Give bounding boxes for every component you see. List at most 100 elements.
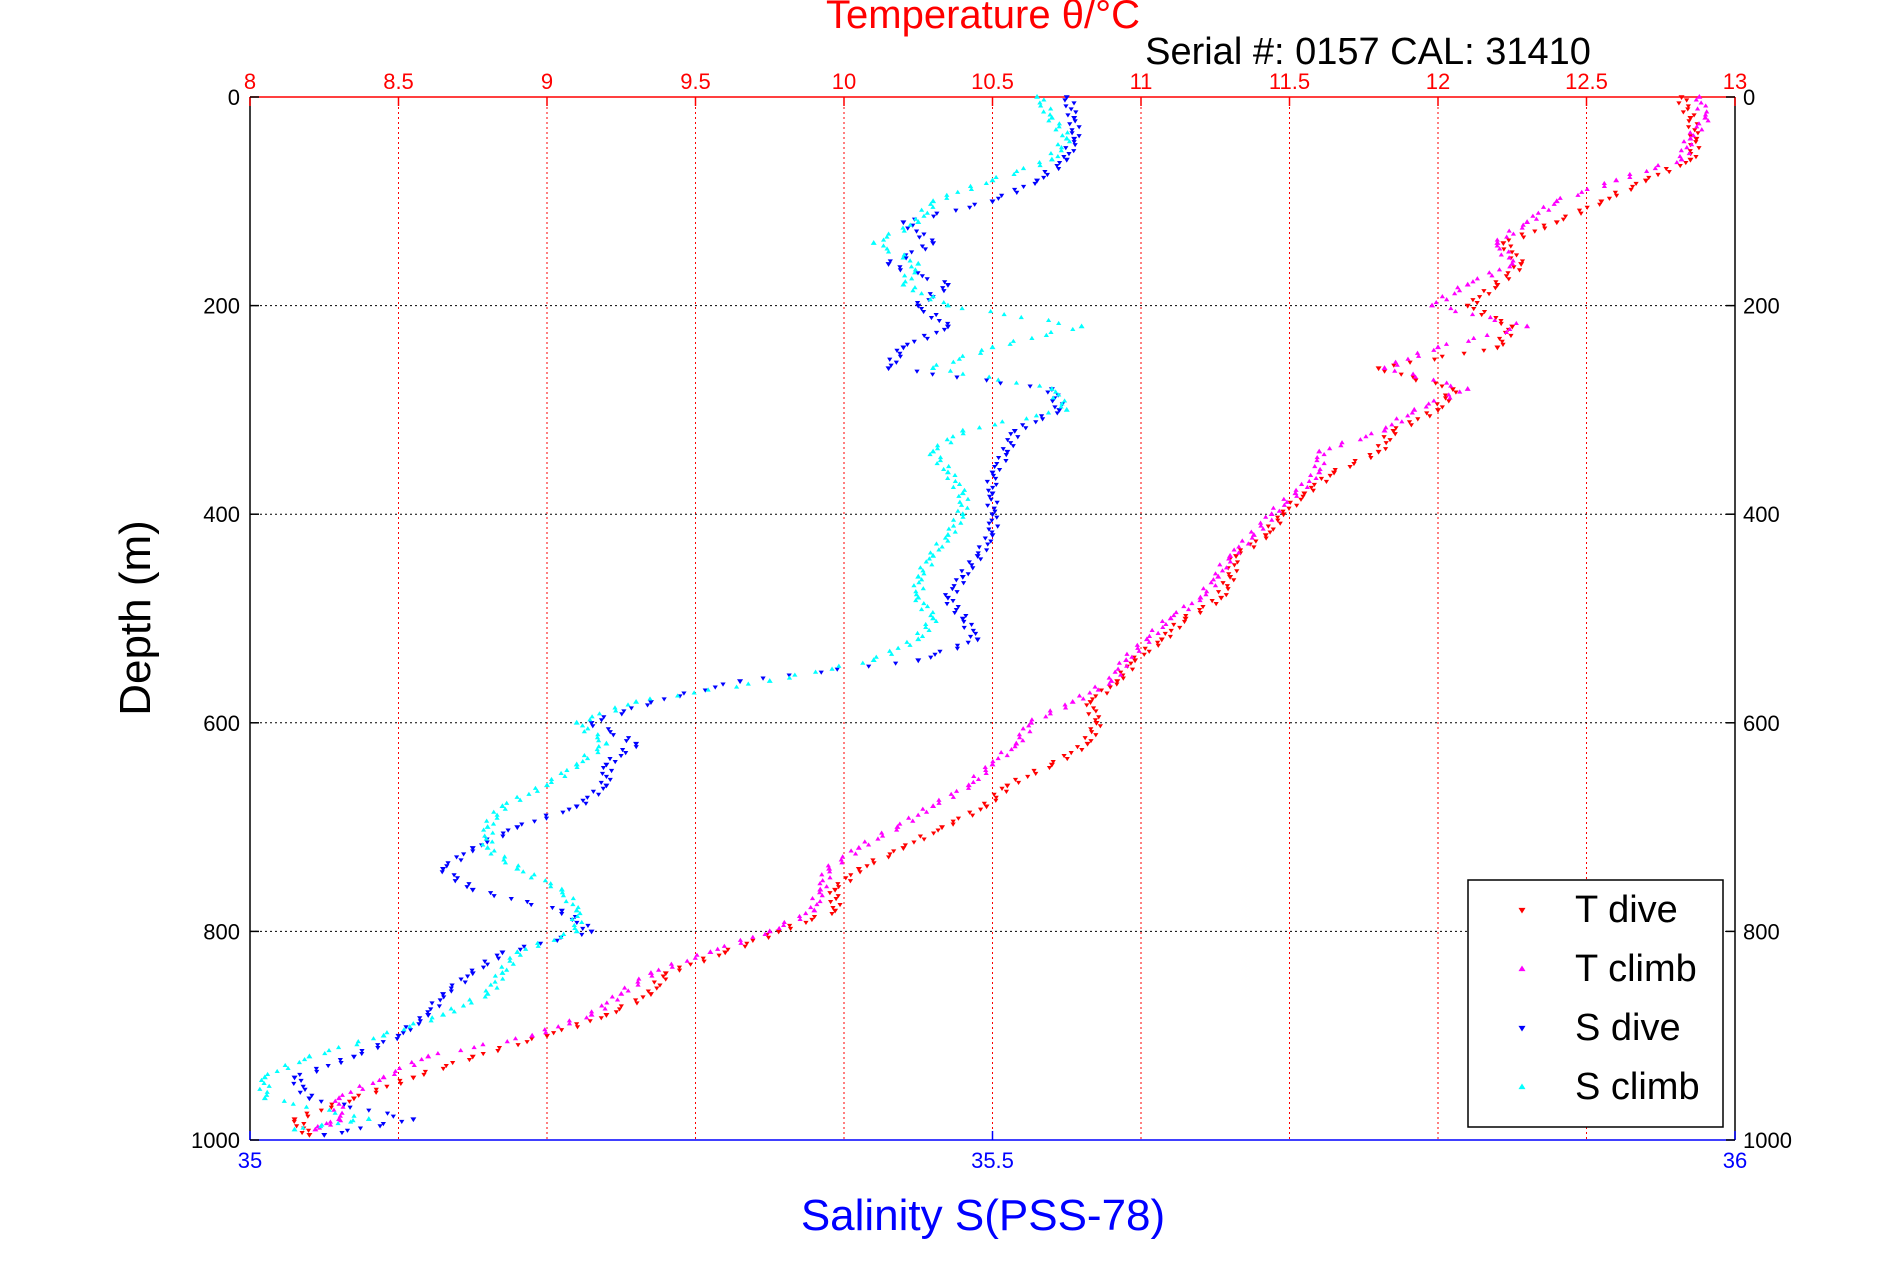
data-point: [995, 196, 1002, 201]
data-point: [1073, 110, 1079, 115]
data-point: [968, 622, 975, 628]
data-point: [1265, 524, 1271, 529]
data-point: [439, 870, 445, 875]
left-tick-label: 1000: [191, 1128, 240, 1153]
data-point: [972, 631, 979, 636]
data-point: [1061, 398, 1068, 403]
data-point: [1055, 154, 1061, 159]
data-point: [1546, 207, 1552, 212]
data-point: [1167, 615, 1174, 621]
data-point: [928, 655, 934, 660]
data-point: [971, 773, 977, 778]
data-point: [803, 910, 809, 916]
data-point: [1173, 609, 1179, 615]
data-point: [425, 1010, 431, 1015]
data-point: [598, 780, 604, 785]
data-point: [1541, 223, 1547, 228]
data-point: [959, 427, 966, 433]
data-point: [988, 497, 994, 502]
data-point: [1601, 180, 1607, 185]
data-point: [1155, 643, 1161, 648]
data-point: [939, 825, 946, 831]
data-point: [1474, 301, 1480, 306]
data-point: [1327, 473, 1333, 479]
top-tick-label: 9.5: [680, 69, 711, 94]
data-point: [1025, 774, 1031, 780]
data-point: [737, 937, 743, 942]
data-point: [465, 974, 471, 979]
data-point: [1704, 109, 1710, 114]
data-point: [960, 371, 966, 376]
top-tick-label: 9: [541, 69, 553, 94]
data-point: [955, 189, 961, 194]
data-point: [1281, 502, 1287, 507]
data-point: [1063, 146, 1069, 151]
data-point: [622, 985, 628, 990]
data-point: [514, 949, 521, 955]
data-point: [564, 767, 570, 773]
data-point: [554, 938, 560, 943]
data-point: [1448, 305, 1454, 311]
data-point: [1562, 214, 1569, 219]
data-point: [990, 758, 996, 764]
data-point: [338, 1060, 344, 1066]
data-point: [1088, 727, 1094, 732]
data-point: [1492, 286, 1499, 291]
data-point: [894, 824, 901, 829]
data-point: [832, 887, 839, 893]
data-point: [983, 767, 989, 773]
top-tick-label: 8.5: [383, 69, 414, 94]
data-point: [901, 252, 907, 257]
data-point: [941, 289, 947, 294]
data-point: [1026, 723, 1032, 728]
data-point: [914, 301, 921, 306]
data-point: [979, 347, 985, 352]
data-point: [1114, 682, 1120, 687]
data-point: [1142, 646, 1148, 651]
data-point: [824, 884, 830, 889]
data-point: [1063, 705, 1069, 710]
data-point: [989, 344, 996, 350]
data-point: [574, 1025, 581, 1030]
data-point: [492, 973, 498, 978]
data-point: [817, 886, 824, 892]
data-point: [1118, 672, 1124, 677]
data-point: [336, 1045, 342, 1050]
data-point: [1496, 336, 1503, 341]
data-point: [337, 1057, 343, 1063]
data-point: [1687, 149, 1693, 154]
data-point: [264, 1092, 270, 1097]
data-point: [989, 199, 996, 205]
data-point: [843, 876, 849, 881]
data-point: [558, 770, 564, 776]
data-point: [407, 1028, 414, 1033]
data-point: [942, 593, 949, 598]
data-point: [1079, 748, 1085, 753]
data-point: [1633, 181, 1639, 187]
data-point: [662, 971, 669, 977]
right-tick-label: 200: [1743, 294, 1780, 319]
data-point: [953, 608, 959, 613]
data-point: [373, 1090, 379, 1095]
top-tick-label: 10: [832, 69, 856, 94]
data-point: [298, 1078, 304, 1083]
data-point: [623, 751, 629, 756]
data-point: [318, 1108, 324, 1113]
data-point: [1003, 453, 1009, 458]
data-point: [1056, 166, 1062, 172]
data-point: [1129, 654, 1135, 659]
data-point: [922, 247, 929, 252]
data-point: [321, 1132, 328, 1138]
data-point: [574, 920, 580, 926]
data-point: [1314, 454, 1320, 460]
data-point: [950, 484, 956, 489]
data-point: [640, 995, 646, 1000]
data-point: [765, 935, 772, 940]
data-point: [796, 913, 803, 919]
data-point: [733, 684, 740, 689]
data-point: [1383, 441, 1389, 446]
data-point: [339, 1130, 345, 1136]
data-point: [1394, 362, 1400, 367]
data-point: [1375, 449, 1382, 455]
data-point: [985, 488, 992, 493]
